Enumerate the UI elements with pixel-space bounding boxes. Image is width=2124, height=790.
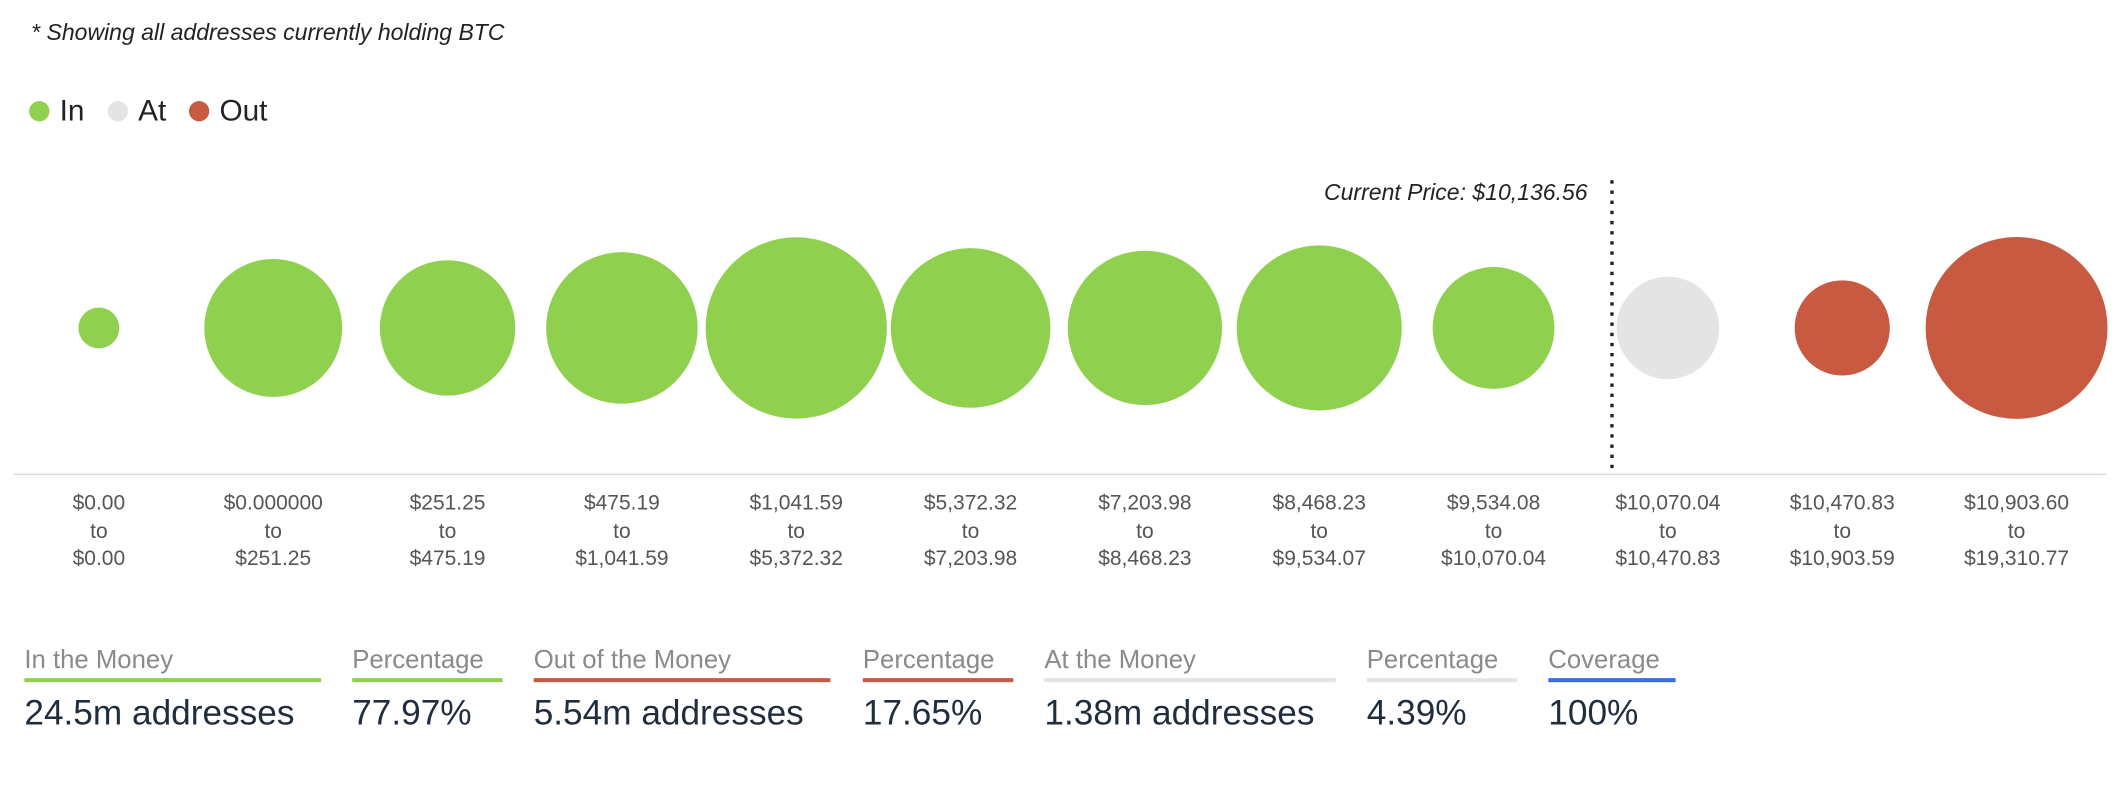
x-tick-label: to [264,520,282,543]
bubble [890,248,1051,408]
x-tick-label: to [962,520,980,543]
x-tick-label: $9,534.07 [1273,547,1366,570]
x-tick-label: $19,310.77 [1964,547,2069,570]
summary-label: Out of the Money [534,646,731,674]
bubble [705,237,887,419]
summary-value: 24.5m addresses [24,694,294,733]
bubble [1236,245,1402,411]
summary-underline [352,678,503,683]
x-tick-label: to [1310,520,1328,543]
summary-label: Percentage [863,646,995,674]
legend-marker [188,101,210,122]
legend-marker [107,101,129,122]
note: * Showing all addresses currently holdin… [31,19,505,45]
bubble [1067,250,1223,406]
summary-underline [533,678,831,683]
x-tick-label: $10,903.60 [1964,492,2069,515]
bubble [1794,280,1890,376]
x-tick-label: $7,203.98 [1098,492,1191,515]
x-tick-label: to [1136,520,1154,543]
x-tick-label: to [613,520,631,543]
legend-label: Out [219,94,268,127]
summary-value: 5.54m addresses [534,694,804,733]
bubble [1432,267,1555,389]
bubble [78,307,120,349]
x-tick-label: to [2008,520,2026,543]
x-tick-label: $475.19 [584,492,660,515]
bubble [1925,236,2108,419]
x-tick-label: $10,070.04 [1441,547,1546,570]
legend-label: At [138,94,167,127]
x-tick-label: $10,470.83 [1790,492,1895,515]
x-tick-label: $7,203.98 [924,547,1017,570]
summary-value: 4.39% [1367,694,1467,733]
bubble [379,260,516,396]
x-tick-label: $10,470.83 [1615,547,1720,570]
summary-underline [1366,678,1518,683]
summary-label: In the Money [24,646,173,674]
x-tick-label: $251.25 [410,492,486,515]
current-price-label: Current Price: $10,136.56 [1324,179,1588,205]
x-tick-label: $8,468.23 [1098,547,1191,570]
x-tick-label: $1,041.59 [575,547,668,570]
summary-label: Percentage [352,646,484,674]
summary-value: 77.97% [352,694,471,733]
x-tick-label: $10,903.59 [1790,547,1895,570]
x-tick-label: to [90,520,108,543]
legend-marker [29,101,50,122]
x-tick-label: $5,372.32 [750,547,843,570]
x-tick-label: $251.25 [235,547,311,570]
x-tick-label: $1,041.59 [750,492,843,515]
summary-label: Percentage [1367,646,1499,674]
x-tick-label: $0.00 [73,547,126,570]
x-tick-label: $8,468.23 [1273,492,1366,515]
x-tick-label: to [1659,520,1677,543]
x-tick-label: to [1485,520,1503,543]
summary-underline [862,678,1014,683]
x-tick-label: $5,372.32 [924,492,1017,515]
legend-label: In [60,94,85,127]
summary-value: 1.38m addresses [1044,694,1314,733]
x-tick-label: $0.000000 [224,492,323,515]
x-tick-label: $10,070.04 [1615,492,1720,515]
bubble [546,252,698,404]
summary-underline [24,678,322,683]
x-tick-label: to [439,520,457,543]
x-tick-label: to [787,520,805,543]
bubble [1616,276,1720,380]
summary-label: At the Money [1044,646,1196,674]
summary-value: 17.65% [863,694,982,733]
x-tick-label: to [1833,520,1851,543]
summary-label: Coverage [1548,646,1660,674]
summary-underline [1548,678,1676,683]
x-tick-label: $475.19 [410,547,486,570]
x-tick-label: $9,534.08 [1447,492,1540,515]
bubble [204,258,343,397]
x-tick-label: $0.00 [73,492,126,515]
summary-underline [1044,678,1336,683]
summary-value: 100% [1548,694,1638,733]
